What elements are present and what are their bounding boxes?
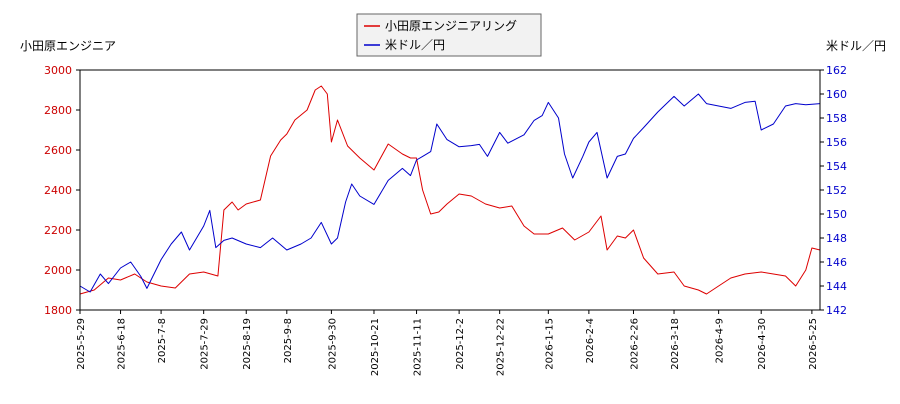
x-tick-label: 2025-12-22 [496,318,507,376]
plot-frame [79,69,821,311]
x-tick-label: 2025-6-18 [117,318,128,370]
x-tick-label: 2025-11-11 [413,318,424,376]
series-layer [79,85,821,295]
x-tick-label: 2026-4-9 [715,318,726,363]
right-tick-label: 158 [826,112,847,125]
left-tick-label: 3000 [44,64,72,77]
stock-price-line [79,85,821,295]
left-axis-title: 小田原エンジニア [20,39,116,53]
right-tick-label: 162 [826,64,847,77]
legend-label-stock: 小田原エンジニアリング [385,19,517,33]
legend: 小田原エンジニアリング 米ドル／円 [356,13,542,57]
x-tick-label: 2025-5-29 [76,318,87,370]
right-tick-label: 160 [826,88,847,101]
right-tick-label: 142 [826,304,847,317]
left-tick-label: 2600 [44,144,72,157]
left-tick-label: 1800 [44,304,72,317]
x-tick-label: 2025-12-2 [455,318,466,370]
x-tick-label: 2025-7-29 [200,318,211,370]
left-tick-label: 2200 [44,224,72,237]
usd-jpy-line [79,93,821,293]
legend-box [356,13,542,57]
right-tick-label: 152 [826,184,847,197]
right-tick-label: 148 [826,232,847,245]
x-tick-label: 2026-2-4 [585,318,596,363]
right-tick-label: 144 [826,280,847,293]
x-tick-label: 2026-5-25 [808,318,819,370]
x-tick-label: 2025-9-30 [327,318,338,370]
x-tick-label: 2026-2-26 [629,318,640,370]
right-tick-label: 154 [826,160,847,173]
right-tick-label: 156 [826,136,847,149]
x-tick-label: 2026-1-15 [544,318,555,370]
right-tick-label: 146 [826,256,847,269]
legend-label-fx: 米ドル／円 [385,38,445,52]
x-tick-label: 2025-7-8 [157,318,168,363]
x-tick-label: 2026-4-30 [757,318,768,370]
left-tick-label: 2800 [44,104,72,117]
x-tick-label: 2025-10-21 [370,318,381,376]
right-tick-label: 150 [826,208,847,221]
left-tick-label: 2000 [44,264,72,277]
x-tick-label: 2026-3-18 [670,318,681,370]
left-y-axis: 1800 2000 2200 2400 2600 2800 3000 [44,64,80,317]
x-axis: 2025-5-29 2025-6-18 2025-7-8 2025-7-29 2025-… [76,310,819,376]
right-axis-title: 米ドル／円 [826,39,886,53]
left-tick-label: 2400 [44,184,72,197]
right-y-axis: 142 144 146 148 150 152 154 156 158 160 162 [820,64,847,317]
x-tick-label: 2025-9-8 [283,318,294,363]
x-tick-label: 2025-8-19 [242,318,253,370]
